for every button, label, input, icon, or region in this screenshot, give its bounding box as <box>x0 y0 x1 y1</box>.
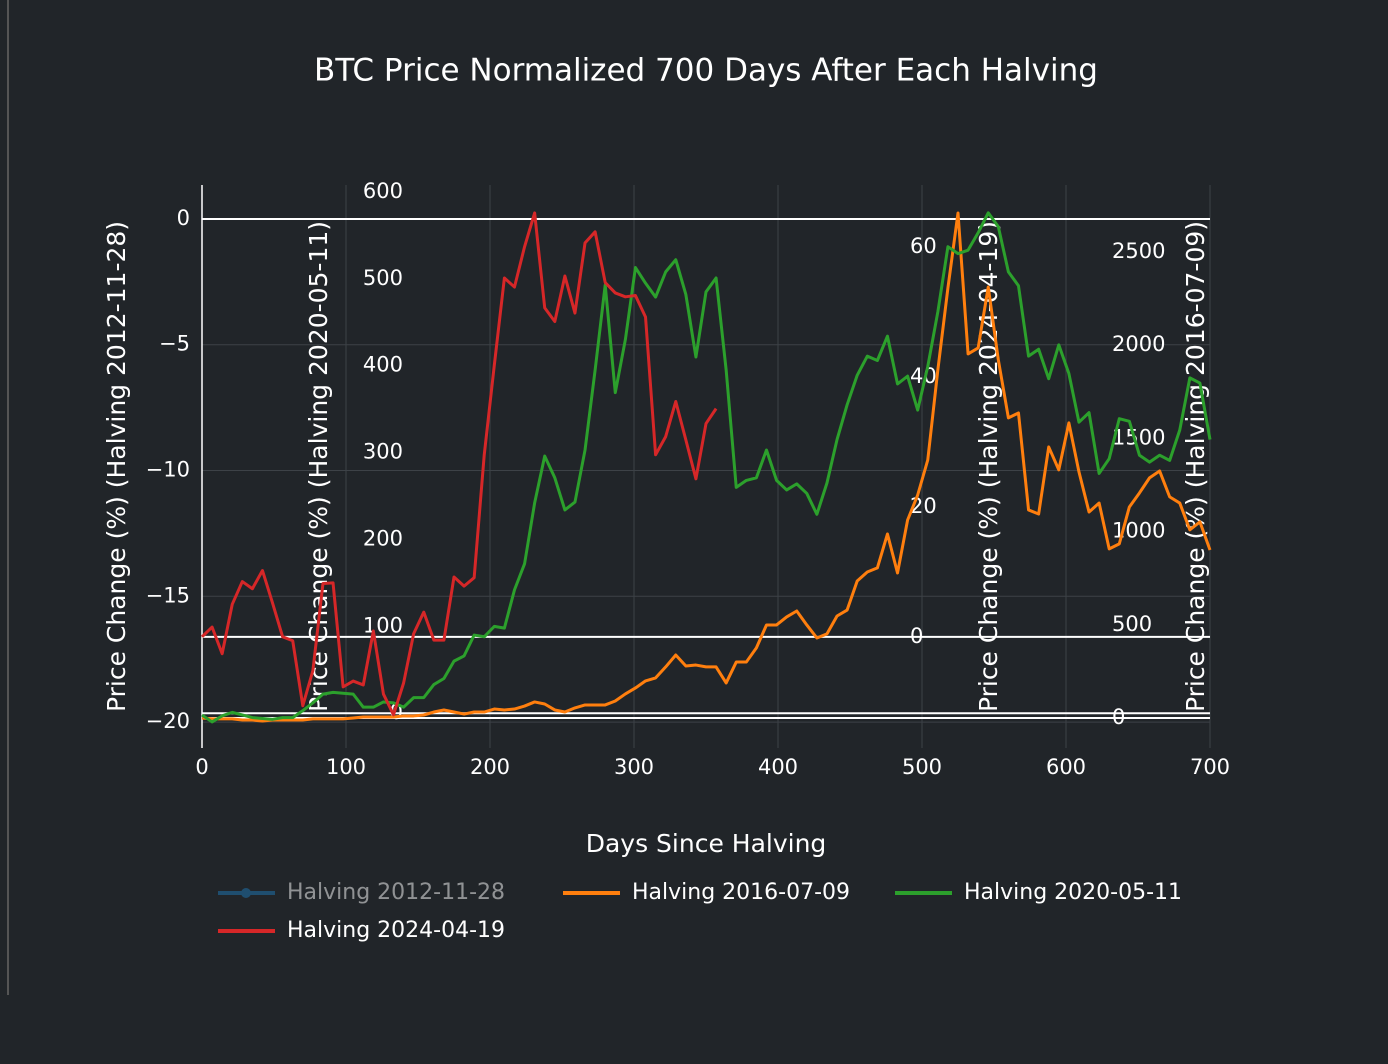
legend-item[interactable]: Halving 2016-07-09 <box>563 880 850 905</box>
series-line <box>201 211 1212 723</box>
y-tick-label: 0 <box>177 206 190 230</box>
y-tick-label: 500 <box>1112 612 1152 636</box>
x-tick-label: 600 <box>1046 755 1086 779</box>
y-tick-label: 1500 <box>1112 425 1165 449</box>
y-tick-label: 200 <box>363 526 403 550</box>
y-axis-title: Price Change (%) (Halving 2012-11-28) <box>102 221 131 712</box>
y-tick-label: −20 <box>146 709 190 733</box>
series-line <box>201 211 1212 724</box>
x-tick-label: 0 <box>195 755 208 779</box>
y-tick-label: 0 <box>910 624 923 648</box>
x-tick-label: 200 <box>470 755 510 779</box>
y-axis-title: Price Change (%) (Halving 2024-04-19) <box>974 221 1003 712</box>
y-tick-label: 60 <box>910 234 937 258</box>
y-axis-title: Price Change (%) (Halving 2020-05-11) <box>304 221 333 712</box>
legend-label: Halving 2016-07-09 <box>632 880 850 905</box>
legend-marker-dot <box>241 888 251 898</box>
y-tick-label: −5 <box>159 332 190 356</box>
y-tick-label: 300 <box>363 440 403 464</box>
y-tick-label: −15 <box>146 583 190 607</box>
legend-label: Halving 2012-11-28 <box>287 880 505 905</box>
y-axis-title: Price Change (%) (Halving 2016-07-09) <box>1181 221 1210 712</box>
legend-item[interactable]: Halving 2020-05-11 <box>895 880 1182 905</box>
legend-label: Halving 2020-05-11 <box>964 880 1182 905</box>
x-tick-label: 300 <box>614 755 654 779</box>
y-tick-label: −10 <box>146 458 190 482</box>
legend-label: Halving 2024-04-19 <box>287 918 505 943</box>
x-axis-title: Days Since Halving <box>586 829 827 858</box>
series-line <box>200 211 718 717</box>
x-tick-label: 700 <box>1190 755 1230 779</box>
legend-item[interactable]: Halving 2012-11-28 <box>218 880 505 905</box>
y-tick-label: 500 <box>363 266 403 290</box>
legend-item[interactable]: Halving 2024-04-19 <box>218 918 505 943</box>
y-tick-label: 2500 <box>1112 239 1165 263</box>
x-tick-label: 500 <box>902 755 942 779</box>
x-tick-label: 100 <box>326 755 366 779</box>
y-tick-label: 100 <box>363 613 403 637</box>
y-tick-label: 600 <box>363 179 403 203</box>
y-tick-label: 0 <box>1112 705 1125 729</box>
y-tick-label: 2000 <box>1112 332 1165 356</box>
chart-title: BTC Price Normalized 700 Days After Each… <box>314 53 1098 89</box>
y-tick-label: 400 <box>363 353 403 377</box>
x-tick-label: 400 <box>758 755 798 779</box>
